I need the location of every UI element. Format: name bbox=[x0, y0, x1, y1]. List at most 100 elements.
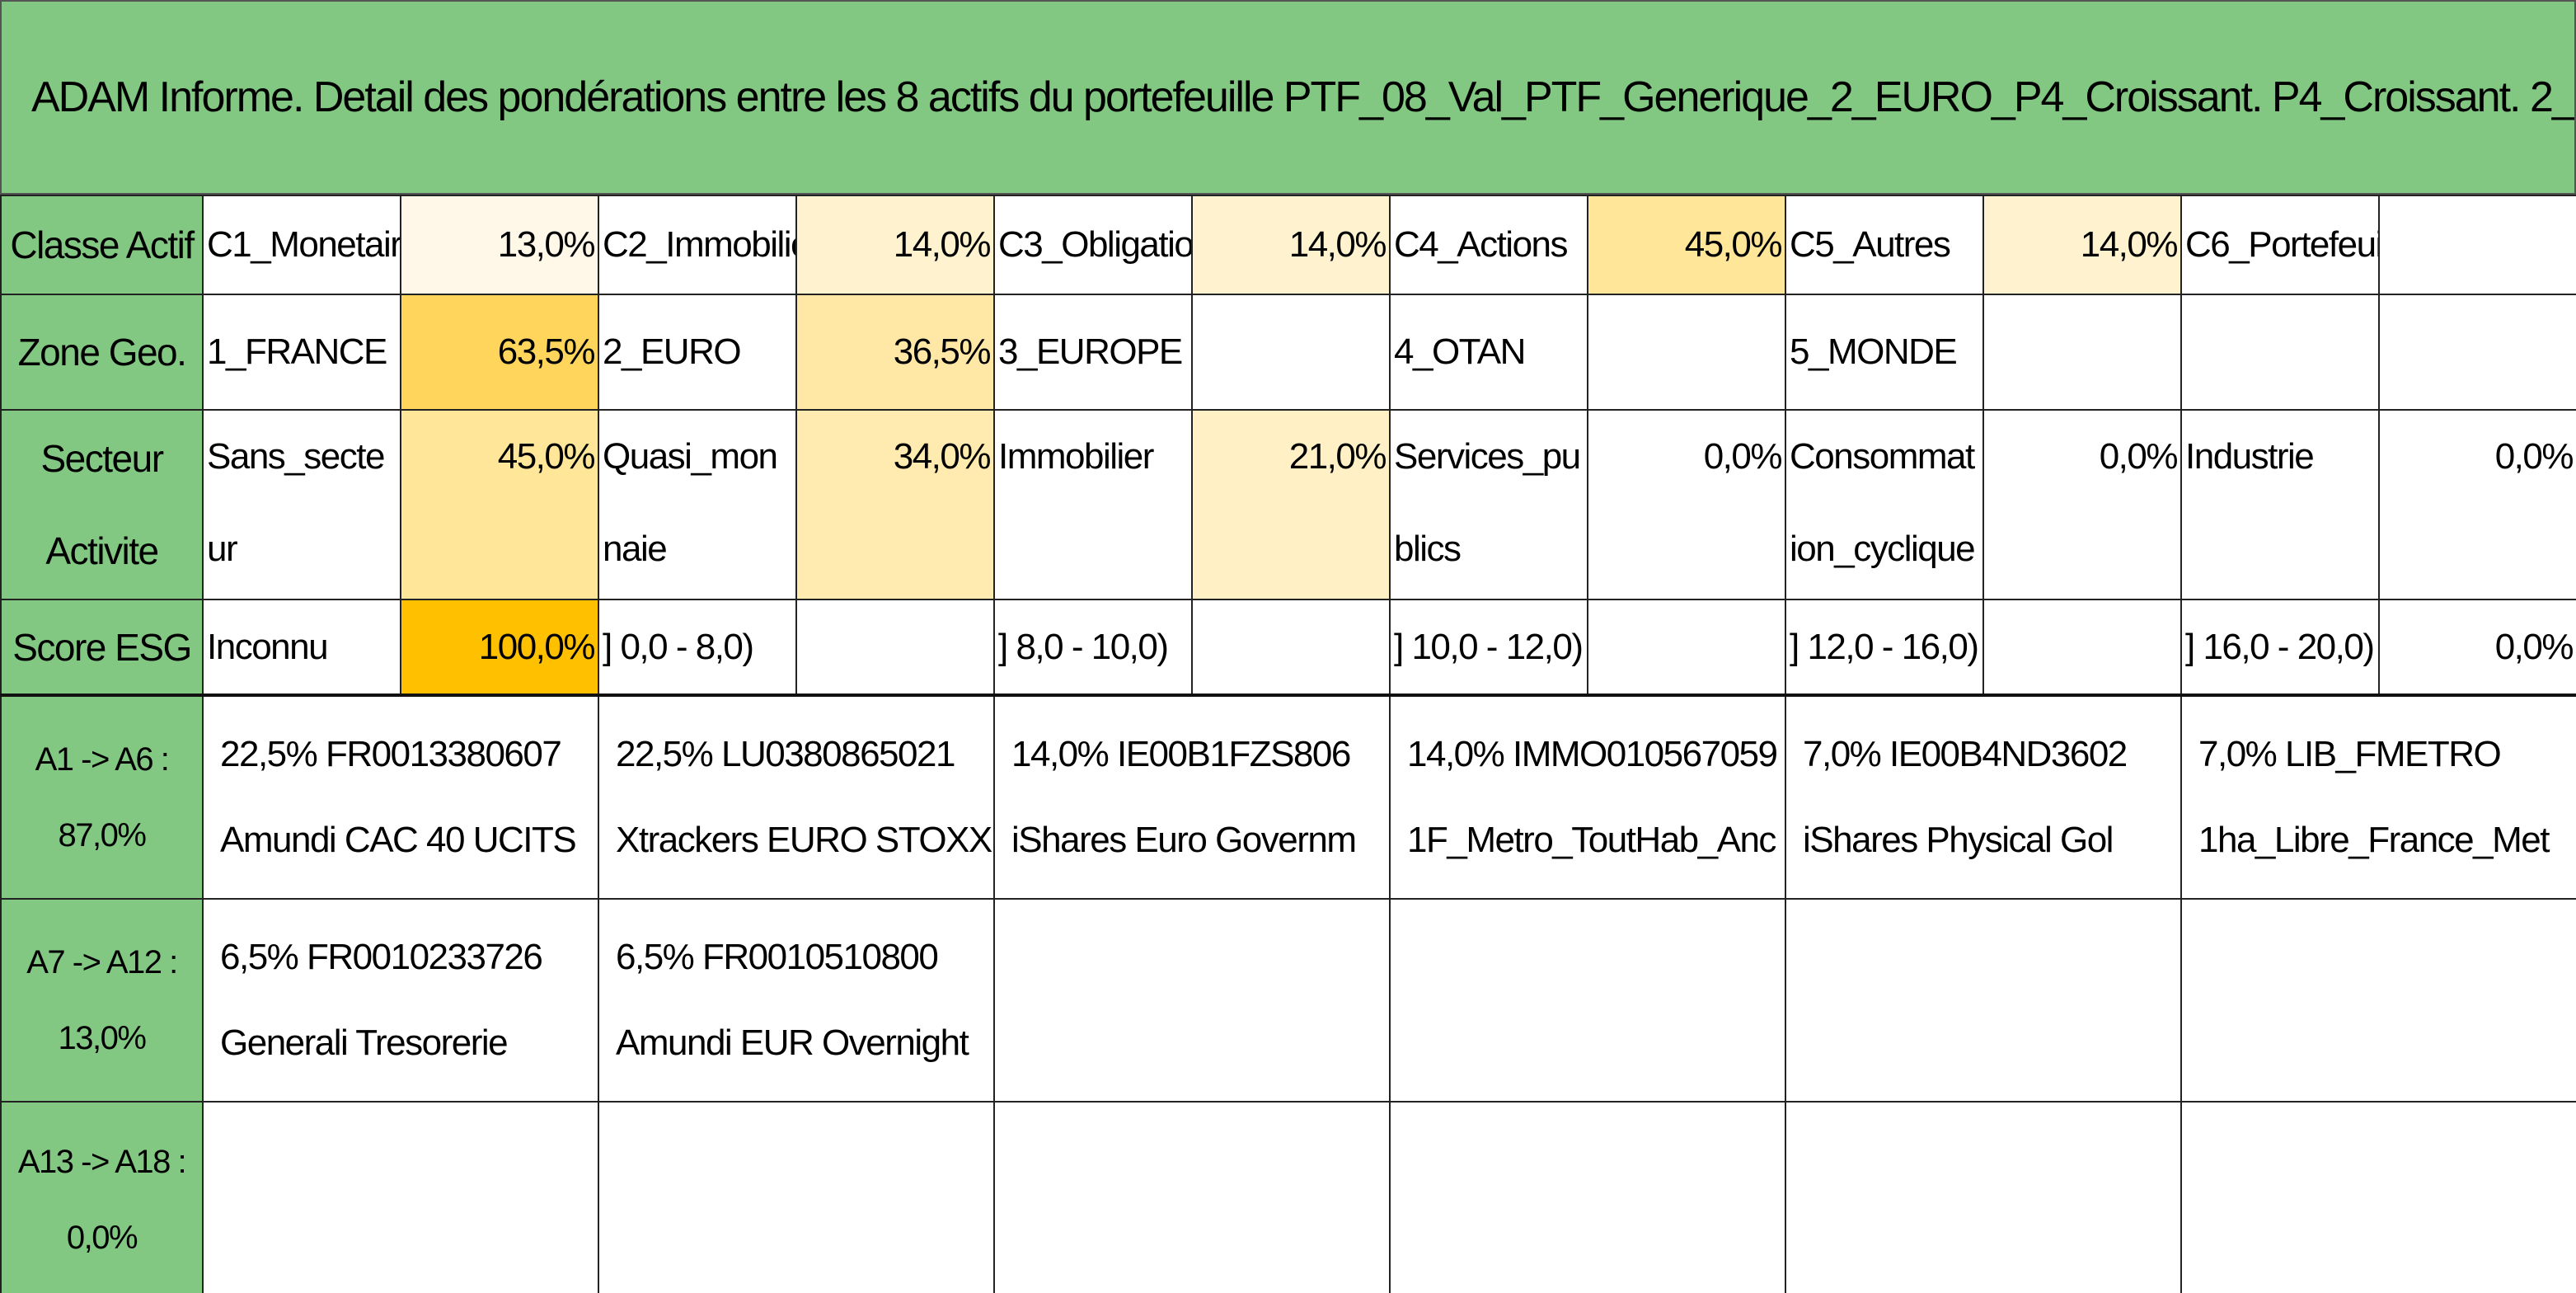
asset-id: 14,0% IE00B1FZS806 bbox=[1011, 734, 1351, 774]
cell-name: ] 8,0 - 10,0) bbox=[993, 599, 1193, 696]
cell-pct bbox=[1982, 599, 2182, 696]
row: Zone Geo. 1_FRANCE 63,5% 2_EURO 36,5% 3_EUROP… bbox=[0, 294, 2576, 411]
cell-pct: 14,0% bbox=[1982, 195, 2182, 295]
cell-pct: 14,0% bbox=[795, 195, 995, 295]
asset-range: A1 -> A6 : bbox=[35, 741, 170, 778]
asset-row: A1 -> A6 : 87,0% 22,5% FR0013380607 Amundi … bbox=[0, 694, 2576, 900]
cell-name: C6_Portefeuille bbox=[2180, 195, 2380, 295]
asset-cell: 7,0% IE00B4ND3602 iShares Physical Gol bbox=[1785, 694, 2182, 900]
cell-name: Industrie bbox=[2180, 409, 2380, 600]
asset-cell bbox=[1785, 1101, 2182, 1293]
asset-range: A7 -> A12 : bbox=[26, 944, 178, 980]
table: Classe Actif C1_Monetaire 13,0% C2_Immobili… bbox=[0, 195, 2576, 1293]
asset-name: Xtrackers EURO STOXX bbox=[616, 820, 992, 860]
cell-pct: 0,0% bbox=[2378, 599, 2576, 696]
cell-pct bbox=[795, 599, 995, 696]
asset-cell bbox=[1389, 1101, 1786, 1293]
asset-label: A7 -> A12 : 13,0% bbox=[0, 898, 204, 1103]
asset-total: 87,0% bbox=[58, 817, 147, 853]
asset-name: Amundi EUR Overnight bbox=[616, 1023, 969, 1063]
asset-range: A13 -> A18 : bbox=[17, 1144, 187, 1180]
asset-id: 7,0% LIB_FMETRO bbox=[2198, 734, 2502, 774]
asset-cell bbox=[2180, 1101, 2576, 1293]
asset-name: Amundi CAC 40 UCITS bbox=[220, 820, 577, 860]
cell-name: Consommation_cyclique bbox=[1785, 409, 1984, 600]
asset-cell: 7,0% LIB_FMETRO 1ha_Libre_France_Met bbox=[2180, 694, 2576, 900]
cell-name: Immobilier bbox=[993, 409, 1193, 600]
row-label: Zone Geo. bbox=[0, 294, 204, 411]
asset-name: 1ha_Libre_France_Met bbox=[2198, 820, 2550, 860]
asset-cell: 14,0% IMMO010567059 1F_Metro_ToutHab_Anc bbox=[1389, 694, 1786, 900]
asset-cell bbox=[1389, 898, 1786, 1103]
cell-name: 2_EURO bbox=[598, 294, 797, 411]
cell-pct: 100,0% bbox=[400, 599, 599, 696]
cell-name: C3_Obligations bbox=[993, 195, 1193, 295]
title: ADAM Informe. Detail des pondérations en… bbox=[0, 0, 2576, 195]
asset-cell: 6,5% FR0010510800 Amundi EUR Overnight bbox=[598, 898, 995, 1103]
cell-pct bbox=[1587, 294, 1786, 411]
cell-pct bbox=[1587, 599, 1786, 696]
cell-pct: 14,0% bbox=[1191, 195, 1391, 295]
asset-label: A13 -> A18 : 0,0% bbox=[0, 1101, 204, 1293]
cell-name: C4_Actions bbox=[1389, 195, 1588, 295]
cell-name: ] 12,0 - 16,0) bbox=[1785, 599, 1984, 696]
asset-cell bbox=[993, 1101, 1391, 1293]
asset-cell: 14,0% IE00B1FZS806 iShares Euro Governm bbox=[993, 694, 1391, 900]
cell-name: 4_OTAN bbox=[1389, 294, 1588, 411]
cell-name: C1_Monetaire bbox=[202, 195, 401, 295]
asset-total: 0,0% bbox=[66, 1220, 138, 1256]
asset-cell bbox=[1785, 898, 2182, 1103]
asset-id: 14,0% IMMO010567059 bbox=[1407, 734, 1778, 774]
cell-name: 3_EUROPE bbox=[993, 294, 1193, 411]
asset-row: A7 -> A12 : 13,0% 6,5% FR0010233726 General… bbox=[0, 898, 2576, 1103]
asset-id: 22,5% FR0013380607 bbox=[220, 734, 562, 774]
asset-id: 6,5% FR0010510800 bbox=[616, 937, 939, 977]
row: Score ESG Inconnu 100,0%] 0,0 - 8,0)] 8,0 … bbox=[0, 599, 2576, 696]
cell-name: 5_MONDE bbox=[1785, 294, 1984, 411]
cell-pct bbox=[1191, 294, 1391, 411]
row: Classe Actif C1_Monetaire 13,0% C2_Immobili… bbox=[0, 195, 2576, 295]
cell-name bbox=[2180, 294, 2380, 411]
asset-cell: 22,5% FR0013380607 Amundi CAC 40 UCITS bbox=[202, 694, 599, 900]
cell-pct: 13,0% bbox=[400, 195, 599, 295]
cell-pct: 0,0% bbox=[1587, 409, 1786, 600]
asset-row: A13 -> A18 : 0,0% bbox=[0, 1101, 2576, 1293]
cell-name: Inconnu bbox=[202, 599, 401, 696]
asset-name: 1F_Metro_ToutHab_Anc bbox=[1407, 820, 1776, 860]
cell-pct: 36,5% bbox=[795, 294, 995, 411]
row: Secteur Activite Sans_secteur 45,0% Quasi_m… bbox=[0, 409, 2576, 600]
asset-id: 22,5% LU0380865021 bbox=[616, 734, 955, 774]
cell-pct: 0,0% bbox=[1982, 409, 2182, 600]
cell-pct: 21,0% bbox=[1191, 409, 1391, 600]
asset-name: iShares Physical Gol bbox=[1803, 820, 2114, 860]
row-label: Classe Actif bbox=[0, 195, 204, 295]
row-label: Secteur Activite bbox=[0, 409, 204, 600]
asset-cell bbox=[993, 898, 1391, 1103]
cell-pct: 34,0% bbox=[795, 409, 995, 600]
asset-cell bbox=[2180, 898, 2576, 1103]
asset-label: A1 -> A6 : 87,0% bbox=[0, 694, 204, 900]
asset-cell: 6,5% FR0010233726 Generali Tresorerie bbox=[202, 898, 599, 1103]
cell-pct bbox=[1191, 599, 1391, 696]
cell-name: ] 10,0 - 12,0) bbox=[1389, 599, 1588, 696]
asset-cell: 22,5% LU0380865021 Xtrackers EURO STOXX bbox=[598, 694, 995, 900]
asset-id: 6,5% FR0010233726 bbox=[220, 937, 543, 977]
cell-name: C5_Autres bbox=[1785, 195, 1984, 295]
cell-pct: 45,0% bbox=[1587, 195, 1786, 295]
asset-cell bbox=[202, 1101, 599, 1293]
asset-cell bbox=[598, 1101, 995, 1293]
cell-name: Quasi_monnaie bbox=[598, 409, 797, 600]
cell-pct bbox=[2378, 195, 2576, 295]
cell-name: ] 16,0 - 20,0) bbox=[2180, 599, 2380, 696]
cell-name: ] 0,0 - 8,0) bbox=[598, 599, 797, 696]
cell-pct: 45,0% bbox=[400, 409, 599, 600]
cell-pct bbox=[1982, 294, 2182, 411]
cell-pct bbox=[2378, 294, 2576, 411]
cell-pct: 63,5% bbox=[400, 294, 599, 411]
asset-name: Generali Tresorerie bbox=[220, 1023, 509, 1063]
cell-name: Sans_secteur bbox=[202, 409, 401, 600]
cell-name: 1_FRANCE bbox=[202, 294, 401, 411]
asset-name: iShares Euro Governm bbox=[1011, 820, 1357, 860]
cell-name: Services_publics bbox=[1389, 409, 1588, 600]
